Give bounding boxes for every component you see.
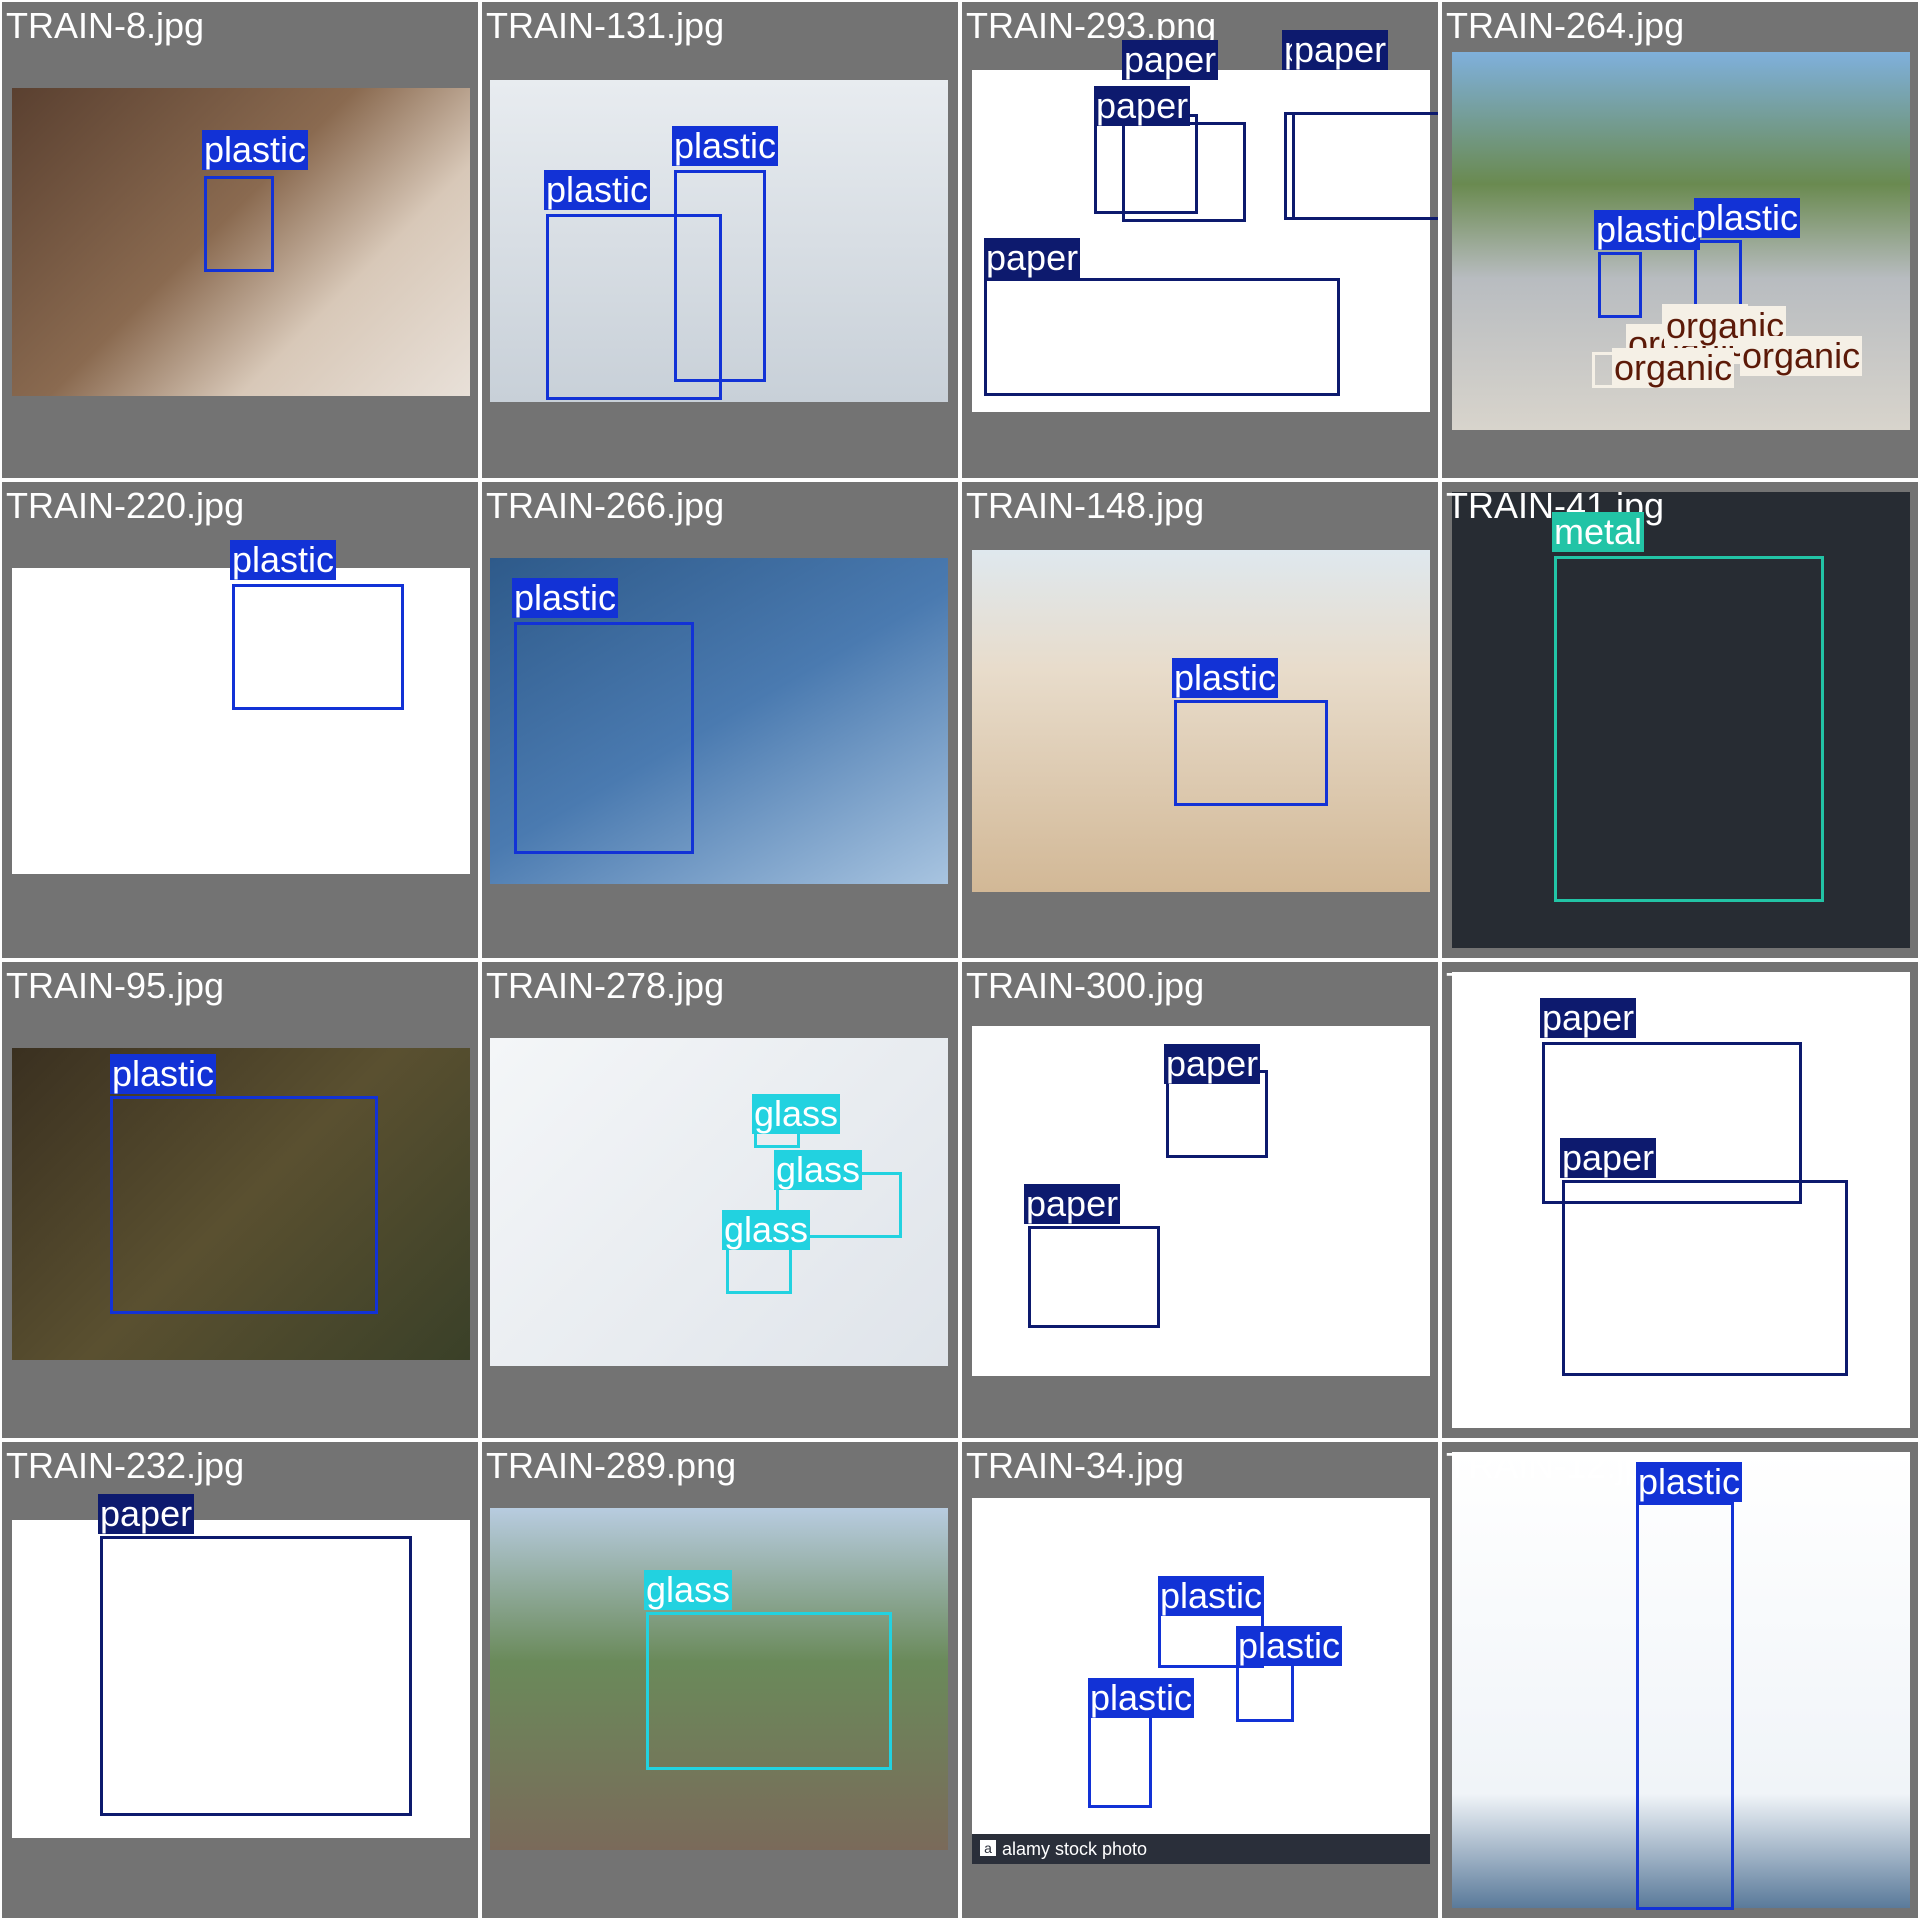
bounding-box	[232, 584, 404, 710]
class-label: glass	[774, 1149, 863, 1190]
class-label: paper	[1024, 1183, 1121, 1224]
mosaic-tile: TRAIN-319.jpg paper paper	[1442, 962, 1918, 1438]
bounding-box	[1554, 556, 1824, 902]
bounding-box	[1562, 1180, 1848, 1376]
mosaic-tile: TRAIN-289.png glass	[482, 1442, 958, 1918]
class-label: plastic	[1158, 1575, 1265, 1616]
tile-filename: TRAIN-232.jpg	[6, 1445, 245, 1486]
stock-watermark: a alamy stock photo	[972, 1834, 1430, 1864]
mosaic-tile: TRAIN-278.jpg glass glass glass	[482, 962, 958, 1438]
class-label: paper	[984, 237, 1081, 278]
mosaic-tile: TRAIN-8.jpg plastic	[2, 2, 478, 478]
tile-image	[1452, 492, 1910, 948]
tile-filename: TRAIN-95.jpg	[6, 965, 225, 1006]
bounding-box	[1292, 112, 1438, 220]
mosaic-tile: TRAIN-12.jpg plastic	[1442, 1442, 1918, 1918]
class-label: glass	[752, 1093, 841, 1134]
bounding-box	[1174, 700, 1328, 806]
tile-filename: TRAIN-289.png	[486, 1445, 737, 1486]
bounding-box	[674, 170, 766, 382]
watermark-logo: a	[980, 1840, 996, 1856]
class-label: paper	[1540, 997, 1637, 1038]
tile-filename: TRAIN-220.jpg	[6, 485, 245, 526]
class-label: glass	[722, 1209, 811, 1250]
class-label: paper	[1122, 39, 1219, 80]
tile-filename: TRAIN-148.jpg	[966, 485, 1205, 526]
mosaic-tile: TRAIN-300.jpg paper paper	[962, 962, 1438, 1438]
class-label: plastic	[202, 129, 309, 170]
class-label: plastic	[1236, 1625, 1343, 1666]
bounding-box	[204, 176, 274, 272]
class-label: plastic	[512, 577, 619, 618]
tile-image	[1452, 972, 1910, 1428]
mosaic-tile: TRAIN-232.jpg paper	[2, 1442, 478, 1918]
mosaic-tile: TRAIN-131.jpg plastic plastic	[482, 2, 958, 478]
bounding-box	[984, 278, 1340, 396]
class-label: plastic	[1088, 1677, 1195, 1718]
class-label: organic	[1612, 347, 1735, 388]
class-label: plastic	[1694, 197, 1801, 238]
bounding-box	[514, 622, 694, 854]
class-label: glass	[644, 1569, 733, 1610]
class-label: plastic	[544, 169, 651, 210]
tile-filename: TRAIN-34.jpg	[966, 1445, 1185, 1486]
mosaic-tile: a alamy stock photo TRAIN-34.jpg plastic pla…	[962, 1442, 1438, 1918]
watermark-text: alamy stock photo	[1002, 1839, 1148, 1859]
class-label: metal	[1552, 511, 1645, 552]
class-label: paper	[1560, 1137, 1657, 1178]
mosaic-tile: TRAIN-148.jpg plastic	[962, 482, 1438, 958]
bounding-box	[646, 1612, 892, 1770]
tile-image	[12, 1048, 470, 1360]
class-label: plastic	[110, 1053, 217, 1094]
class-label: paper	[1094, 85, 1191, 126]
tile-filename: TRAIN-293.png	[966, 5, 1217, 46]
bounding-box	[1028, 1226, 1160, 1328]
bounding-box	[1636, 1502, 1734, 1910]
class-label: plastic	[672, 125, 779, 166]
bounding-box	[546, 214, 722, 400]
tile-image	[12, 1520, 470, 1838]
class-label: plastic	[1636, 1461, 1743, 1502]
class-label: plastic	[1594, 209, 1701, 250]
tile-image	[1452, 1452, 1910, 1908]
tile-filename: TRAIN-300.jpg	[966, 965, 1205, 1006]
class-label: paper	[1292, 29, 1389, 70]
mosaic-tile: TRAIN-41.jpg metal	[1442, 482, 1918, 958]
mosaic-tile: TRAIN-220.jpg plastic	[2, 482, 478, 958]
class-label: plastic	[230, 539, 337, 580]
class-label: organic	[1740, 335, 1863, 376]
tile-filename: TRAIN-266.jpg	[486, 485, 725, 526]
tile-filename: TRAIN-131.jpg	[486, 5, 725, 46]
tile-image	[490, 1508, 948, 1850]
tile-image	[12, 568, 470, 874]
tile-image	[490, 1038, 948, 1366]
bounding-box	[110, 1096, 378, 1314]
mosaic-tile: TRAIN-293.pngpaperpaperpaperpaperpaper	[962, 2, 1438, 478]
bounding-box	[1598, 252, 1642, 318]
class-label: paper	[98, 1493, 195, 1534]
mosaic-tile: TRAIN-264.jpg plastic plastic organic organi…	[1442, 2, 1918, 478]
tile-image: a alamy stock photo	[972, 1498, 1430, 1864]
tile-filename: TRAIN-12.jpg	[1446, 1445, 1665, 1486]
class-label: paper	[1164, 1043, 1261, 1084]
tile-filename: TRAIN-264.jpg	[1446, 5, 1685, 46]
mosaic-tile: TRAIN-266.jpg plastic	[482, 482, 958, 958]
bounding-box	[100, 1536, 412, 1816]
bounding-box	[1122, 122, 1246, 222]
class-label: plastic	[1172, 657, 1279, 698]
tile-filename: TRAIN-8.jpg	[6, 5, 205, 46]
tile-filename: TRAIN-278.jpg	[486, 965, 725, 1006]
mosaic-tile: TRAIN-95.jpg plastic	[2, 962, 478, 1438]
bounding-box	[1542, 1042, 1802, 1204]
tile-image	[972, 550, 1430, 892]
